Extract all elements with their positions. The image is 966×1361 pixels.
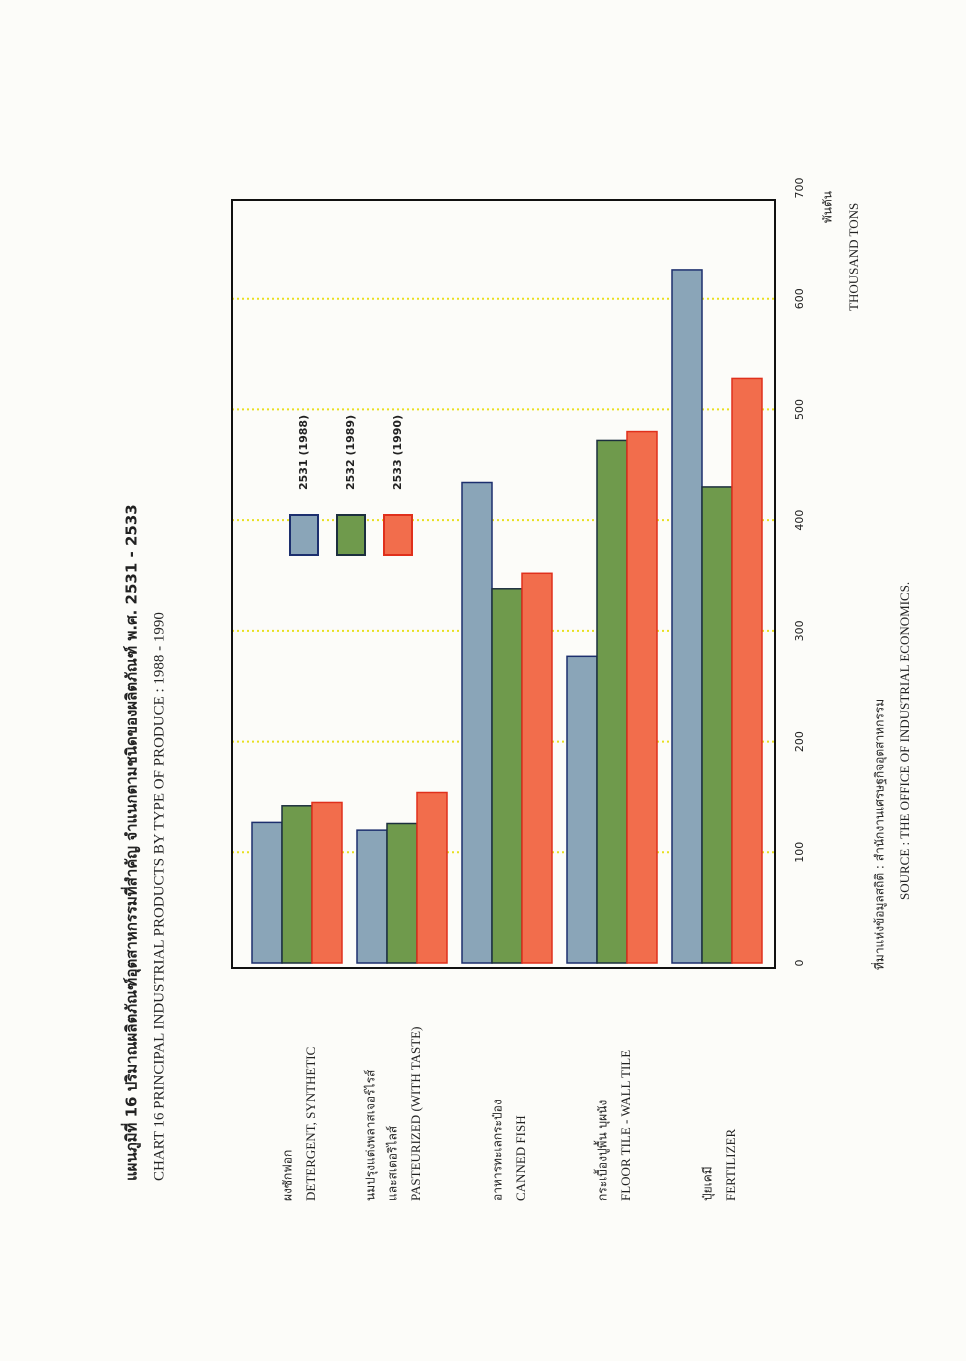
unit-th: พันตัน bbox=[821, 191, 835, 223]
bar bbox=[356, 829, 388, 964]
category-label-th: อาหารทะเลกระป๋อง bbox=[491, 1099, 505, 1201]
legend-swatch bbox=[383, 514, 413, 556]
bar bbox=[521, 572, 553, 964]
x-tick-label: 0 bbox=[793, 960, 806, 967]
category-label-th: ปุ๋ยเคมี bbox=[701, 1166, 716, 1201]
category-label-th: กระเบื้องปูพื้น บุผนัง bbox=[594, 1100, 611, 1201]
x-tick-label: 300 bbox=[793, 620, 806, 641]
legend-label: 2532 (1989) bbox=[344, 415, 357, 490]
bar bbox=[626, 430, 658, 964]
legend-label: 2533 (1990) bbox=[391, 415, 404, 490]
x-tick-label: 200 bbox=[793, 731, 806, 752]
source-th: ที่มาแห่งข้อมูลสถิติ : สำนักงานเศรษฐกิจอ… bbox=[871, 699, 888, 970]
legend-swatch bbox=[336, 514, 366, 556]
chart-subtitle: CHART 16 PRINCIPAL INDUSTRIAL PRODUCTS B… bbox=[151, 612, 167, 1181]
bar bbox=[596, 439, 628, 964]
chart: แผนภูมิที่ 16 ปริมาณผลิตภัณฑ์อุตสาหกรรมท… bbox=[121, 178, 912, 1202]
x-tick-label: 700 bbox=[793, 178, 806, 199]
bar bbox=[386, 822, 418, 964]
category-label-th: นมปรุงแต่งพลาสเจอร์ไรส์ bbox=[364, 1069, 379, 1201]
x-tick-label: 100 bbox=[793, 842, 806, 863]
chart-title: แผนภูมิที่ 16 ปริมาณผลิตภัณฑ์อุตสาหกรรมท… bbox=[121, 504, 142, 1181]
bar bbox=[671, 269, 703, 964]
bar bbox=[281, 805, 313, 964]
category-label: DETERGENT, SYNTHETIC bbox=[303, 1047, 318, 1201]
bar bbox=[311, 801, 343, 964]
bar bbox=[251, 821, 283, 964]
bar bbox=[701, 486, 733, 964]
category-label: PASTEURIZED (WITH TASTE) bbox=[408, 1027, 423, 1201]
bar bbox=[416, 791, 448, 964]
bar bbox=[731, 377, 763, 964]
x-tick-label: 500 bbox=[793, 399, 806, 420]
legend-swatch bbox=[289, 514, 319, 556]
unit: THOUSAND TONS bbox=[846, 203, 861, 311]
category-label: FERTILIZER bbox=[723, 1129, 738, 1201]
category-label: CANNED FISH bbox=[513, 1115, 528, 1201]
legend-label: 2531 (1988) bbox=[297, 415, 310, 490]
category-label-th: และสเตอริไลส์ bbox=[386, 1125, 400, 1201]
source: SOURCE : THE OFFICE OF INDUSTRIAL ECONOM… bbox=[897, 582, 912, 900]
plot-frame bbox=[231, 199, 776, 969]
bar bbox=[491, 588, 523, 964]
category-label: FLOOR TILE - WALL TILE bbox=[618, 1050, 633, 1201]
x-tick-label: 400 bbox=[793, 510, 806, 531]
category-label-th: ผงซักฟอก bbox=[281, 1150, 295, 1201]
bar bbox=[461, 481, 493, 964]
bar bbox=[566, 655, 598, 964]
x-tick-label: 600 bbox=[793, 288, 806, 309]
